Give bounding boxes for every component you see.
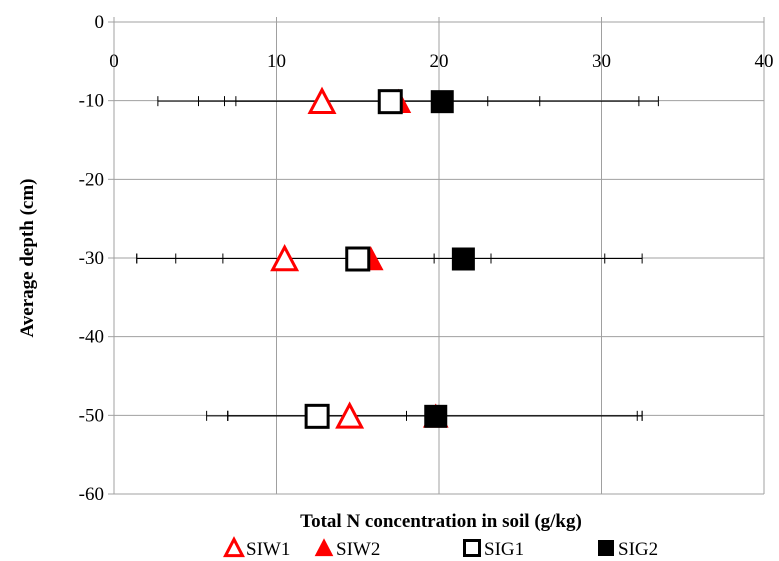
y-tick-label: -30: [79, 248, 104, 269]
marker-sig1: [345, 246, 371, 272]
y-tick-labels: 0 -10 -20 -30 -40 -50 -60: [79, 12, 104, 505]
x-axis-title: Total N concentration in soil (g/kg): [300, 511, 582, 532]
marker-sig2: [451, 247, 475, 271]
marker-siw1: [307, 86, 337, 114]
legend-item-sig1: SIG1: [463, 539, 524, 560]
marker-sig2: [424, 404, 448, 428]
legend-label-sig1: SIG1: [484, 539, 524, 560]
legend-marker-sig2: [598, 540, 614, 556]
legend-item-siw1: SIW1: [223, 536, 290, 560]
legend-label-sig2: SIG2: [618, 539, 658, 560]
y-tick-label: -60: [79, 484, 104, 505]
x-tick-label: 40: [755, 51, 774, 72]
y-tick-label: -20: [79, 169, 104, 190]
marker-sig1: [377, 89, 403, 115]
marker-sig1: [304, 403, 330, 429]
y-tick-label: -40: [79, 327, 104, 348]
legend-item-siw2: SIW2: [314, 538, 380, 560]
legend-label-siw1: SIW1: [246, 539, 290, 560]
legend-marker-siw2: [314, 538, 334, 557]
legend-marker-sig1: [463, 539, 481, 557]
marker-sig2: [430, 90, 454, 114]
data-markers: [270, 86, 475, 429]
x-tick-labels: 0 10 20 30 40: [109, 51, 773, 72]
marker-siw1: [270, 244, 300, 272]
legend-label-siw2: SIW2: [336, 539, 380, 560]
x-tick-label: 20: [430, 51, 449, 72]
x-tick-label: 10: [267, 51, 286, 72]
y-tick-label: 0: [95, 12, 105, 33]
legend-marker-siw1: [223, 536, 245, 558]
y-axis-title: Average depth (cm): [17, 179, 38, 338]
y-tick-label: -10: [79, 91, 104, 112]
legend: SIW1 SIW2 SIG1 SIG2: [223, 536, 658, 560]
x-tick-label: 30: [592, 51, 611, 72]
y-tick-label: -50: [79, 405, 104, 426]
marker-siw1: [335, 401, 365, 429]
error-bars: [136, 96, 659, 421]
x-tick-label: 0: [109, 51, 119, 72]
axes: [108, 17, 765, 495]
legend-item-sig2: SIG2: [598, 539, 658, 560]
